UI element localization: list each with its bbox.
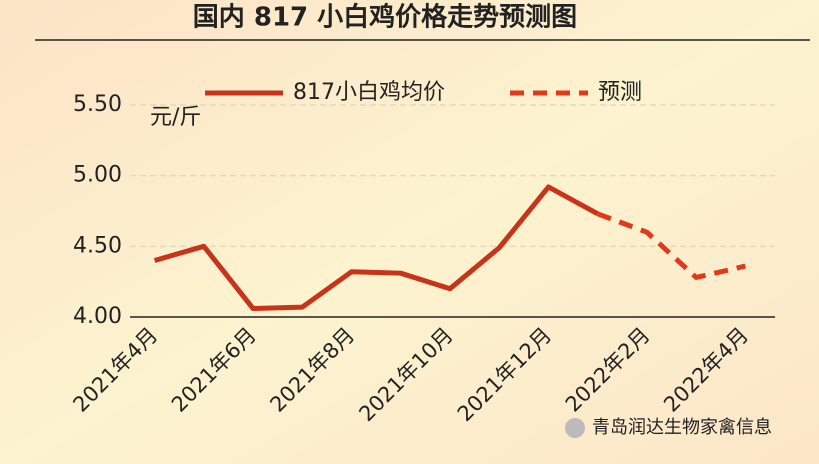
watermark-icon	[565, 418, 585, 438]
watermark: 青岛润达生物家禽信息	[592, 417, 772, 438]
y-tick-label: 4.50	[73, 233, 122, 258]
chart-title: 国内 817 小白鸡价格走势预测图	[193, 2, 577, 33]
y-tick-label: 4.00	[73, 304, 122, 329]
series-line	[596, 211, 746, 280]
series-line	[153, 184, 599, 312]
y-tick-label: 5.00	[73, 163, 122, 188]
y-unit: 元/斤	[150, 105, 201, 130]
legend-label: 预测	[598, 80, 642, 105]
legend-label: 817小白鸡均价	[293, 80, 445, 105]
y-tick-label: 5.50	[73, 92, 122, 117]
